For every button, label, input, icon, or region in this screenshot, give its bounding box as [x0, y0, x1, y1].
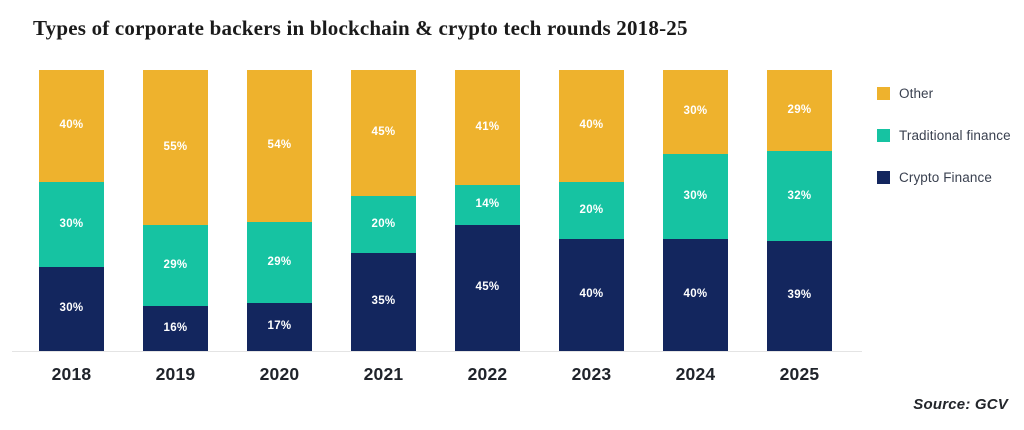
bar-segment-crypto-finance-2024: 40%: [663, 238, 728, 351]
bar-column-2018: 40% 30% 30%: [39, 70, 104, 351]
bar-value-label: 32%: [787, 189, 812, 202]
bar-column-2025: 29% 32% 39%: [767, 70, 832, 351]
bar-column-2024: 30% 30% 40%: [663, 70, 728, 351]
bar-segment-traditional-finance-2021: 20%: [351, 196, 416, 253]
bar-segment-other-2025: 29%: [767, 70, 832, 152]
bar-value-label: 29%: [787, 103, 812, 116]
bar-column-2021: 45% 20% 35%: [351, 70, 416, 351]
bar-value-label: 40%: [579, 288, 604, 301]
bar-segment-traditional-finance-2019: 29%: [143, 224, 208, 307]
x-axis-label-2020: 2020: [259, 364, 300, 384]
bar-value-label: 17%: [267, 320, 292, 333]
bar-value-label: 29%: [267, 255, 292, 268]
bar-value-label: 40%: [579, 119, 604, 132]
x-axis-label-2022: 2022: [467, 364, 508, 384]
bar-column-2023: 40% 20% 40%: [559, 70, 624, 351]
bar-value-label: 30%: [683, 105, 708, 118]
bar-value-label: 20%: [371, 217, 396, 230]
bar-segment-traditional-finance-2023: 20%: [559, 182, 624, 239]
bar-segment-crypto-finance-2025: 39%: [767, 241, 832, 351]
bar-value-label: 20%: [579, 203, 604, 216]
bar-value-label: 45%: [475, 281, 500, 293]
bar-column-2022: 41% 14% 45%: [455, 70, 520, 351]
bar-value-label: 39%: [787, 289, 812, 302]
bar-segment-other-2022: 41%: [455, 70, 520, 186]
bar-segment-crypto-finance-2019: 16%: [143, 306, 208, 351]
bar-segment-other-2018: 40%: [39, 70, 104, 183]
bar-segment-other-2023: 40%: [559, 70, 624, 183]
bar-value-label: 30%: [683, 189, 708, 202]
x-axis-label-2018: 2018: [51, 364, 92, 384]
bar-segment-traditional-finance-2024: 30%: [663, 154, 728, 239]
legend-swatch-icon: [877, 170, 890, 184]
x-axis-line: [12, 351, 862, 352]
legend: Other Traditional finance Crypto Finance: [877, 86, 1011, 212]
legend-label: Traditional finance: [899, 127, 1011, 143]
plot-area: 40% 30% 30% 55% 29% 16% 54% 29% 17% 45% 20% 35% 41% 1…: [0, 70, 870, 351]
bar-segment-crypto-finance-2021: 35%: [351, 252, 416, 351]
bar-value-label: 41%: [475, 120, 500, 133]
legend-swatch-icon: [877, 86, 890, 100]
x-axis-label-2025: 2025: [779, 364, 820, 384]
bar-column-2019: 55% 29% 16%: [143, 70, 208, 351]
bar-value-label: 30%: [59, 217, 84, 230]
x-axis-label-2024: 2024: [675, 364, 716, 384]
bar-segment-crypto-finance-2023: 40%: [559, 238, 624, 351]
bar-value-label: 29%: [163, 258, 188, 271]
bar-segment-crypto-finance-2018: 30%: [39, 266, 104, 351]
x-axis-label-2019: 2019: [155, 364, 196, 384]
bar-segment-other-2019: 55%: [143, 70, 208, 225]
bar-segment-other-2021: 45%: [351, 70, 416, 197]
source-note: Source: GCV: [913, 396, 1008, 413]
bar-segment-traditional-finance-2025: 32%: [767, 151, 832, 242]
bar-segment-other-2020: 54%: [247, 70, 312, 222]
legend-item-crypto-finance: Crypto Finance: [877, 169, 1011, 185]
bar-value-label: 40%: [59, 119, 84, 132]
x-axis-label-2021: 2021: [363, 364, 404, 384]
legend-item-other: Other: [877, 85, 1011, 101]
bar-value-label: 35%: [371, 295, 396, 308]
legend-label: Other: [899, 85, 934, 101]
x-axis-label-2023: 2023: [571, 364, 612, 384]
bar-value-label: 54%: [267, 139, 292, 152]
bar-segment-traditional-finance-2022: 14%: [455, 185, 520, 225]
bar-segment-other-2024: 30%: [663, 70, 728, 155]
bar-value-label: 40%: [683, 288, 708, 301]
bar-value-label: 30%: [59, 302, 84, 315]
bar-value-label: 16%: [163, 321, 188, 334]
bar-segment-crypto-finance-2022: 45%: [455, 224, 520, 351]
chart-title: Types of corporate backers in blockchain…: [33, 16, 688, 40]
bar-segment-traditional-finance-2020: 29%: [247, 221, 312, 304]
legend-item-traditional-finance: Traditional finance: [877, 127, 1011, 143]
bar-value-label: 14%: [475, 198, 500, 211]
legend-label: Crypto Finance: [899, 169, 992, 185]
legend-swatch-icon: [877, 128, 890, 142]
bar-column-2020: 54% 29% 17%: [247, 70, 312, 351]
bar-value-label: 55%: [163, 140, 188, 153]
bar-value-label: 45%: [371, 126, 396, 139]
bar-segment-crypto-finance-2020: 17%: [247, 303, 312, 351]
bar-segment-traditional-finance-2018: 30%: [39, 182, 104, 267]
